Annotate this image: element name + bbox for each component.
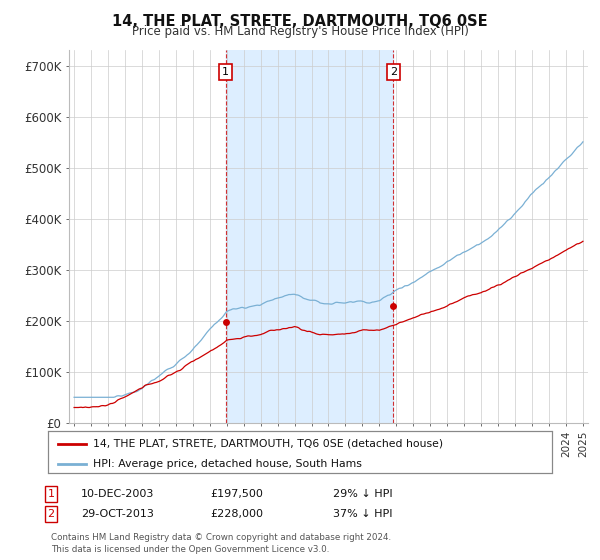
Text: 1: 1 <box>47 489 55 499</box>
Text: 1: 1 <box>222 67 229 77</box>
Text: Contains HM Land Registry data © Crown copyright and database right 2024.
This d: Contains HM Land Registry data © Crown c… <box>51 533 391 554</box>
Text: 29-OCT-2013: 29-OCT-2013 <box>81 509 154 519</box>
Text: 10-DEC-2003: 10-DEC-2003 <box>81 489 154 499</box>
Text: 14, THE PLAT, STRETE, DARTMOUTH, TQ6 0SE (detached house): 14, THE PLAT, STRETE, DARTMOUTH, TQ6 0SE… <box>94 439 443 449</box>
Text: 37% ↓ HPI: 37% ↓ HPI <box>333 509 392 519</box>
Text: £228,000: £228,000 <box>210 509 263 519</box>
Text: 2: 2 <box>390 67 397 77</box>
Text: HPI: Average price, detached house, South Hams: HPI: Average price, detached house, Sout… <box>94 459 362 469</box>
Text: 2: 2 <box>47 509 55 519</box>
Text: 29% ↓ HPI: 29% ↓ HPI <box>333 489 392 499</box>
Text: £197,500: £197,500 <box>210 489 263 499</box>
Text: 14, THE PLAT, STRETE, DARTMOUTH, TQ6 0SE: 14, THE PLAT, STRETE, DARTMOUTH, TQ6 0SE <box>112 14 488 29</box>
Bar <box>226 50 394 423</box>
Text: Price paid vs. HM Land Registry's House Price Index (HPI): Price paid vs. HM Land Registry's House … <box>131 25 469 38</box>
